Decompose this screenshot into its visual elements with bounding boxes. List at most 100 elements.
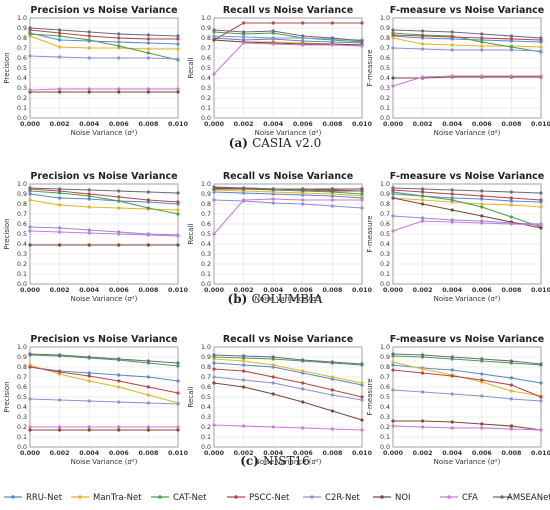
y-tick-label: 0.9 — [17, 25, 27, 32]
data-point-cfa — [87, 425, 91, 429]
y-tick-label: 0.0 — [380, 115, 390, 122]
y-tick-label: 0.0 — [201, 115, 211, 122]
y-tick-label: 0.4 — [17, 75, 27, 82]
data-point-amseanet — [271, 187, 275, 191]
y-axis-label: F-measure — [366, 49, 374, 86]
data-point-amseanet — [509, 359, 513, 363]
y-tick-label: 0.0 — [201, 444, 211, 451]
y-tick-label: 0.3 — [380, 414, 390, 421]
series-line-pscc-net — [392, 369, 542, 398]
data-point-cat-net — [58, 34, 62, 38]
y-tick-label: 0.1 — [201, 105, 211, 112]
panel-2-3: 0.0 0.1 0.2 0.3 0.4 0.5 0.6 0.7 0.8 0.9 1.0 0.000 0.… — [366, 171, 550, 303]
data-point-amseanet — [146, 33, 150, 37]
data-point-noi — [271, 392, 275, 396]
data-point-cfa — [28, 88, 32, 92]
data-point-pscc-net — [480, 36, 484, 40]
y-axis-label: Recall — [187, 58, 195, 79]
data-point-c2r-net — [301, 387, 305, 391]
data-point-pscc-net — [87, 34, 91, 38]
y-tick-label: 0.9 — [17, 354, 27, 361]
y-tick-label: 0.5 — [17, 231, 27, 238]
series-line-c2r-net — [213, 35, 363, 41]
data-point-pscc-net — [301, 381, 305, 385]
data-point-pscc-net — [28, 365, 32, 369]
data-point-mantra-net — [146, 393, 150, 397]
data-point-pscc-net — [242, 369, 246, 373]
panel-1-1: 0.0 0.1 0.2 0.3 0.4 0.5 0.6 0.7 0.8 0.9 1.0 0.000 0.… — [3, 5, 189, 137]
y-tick-label: 0.2 — [380, 424, 390, 431]
y-tick-label: 1.0 — [380, 15, 390, 22]
data-point-amseanet — [450, 30, 454, 34]
series-line-pscc-net — [392, 34, 542, 41]
y-tick-label: 0.7 — [380, 211, 390, 218]
data-point-amseanet — [176, 34, 180, 38]
data-point-rru-net — [176, 42, 180, 46]
x-axis-label: Noise Variance (σ²) — [71, 295, 138, 303]
y-tick-label: 0.2 — [17, 95, 27, 102]
data-point-amseanet — [330, 188, 334, 192]
y-tick-label: 0.5 — [201, 65, 211, 72]
y-tick-label: 1.0 — [17, 344, 27, 351]
data-point-pscc-net — [117, 36, 121, 40]
x-tick-label: 0.000 — [20, 287, 41, 294]
data-point-c2r-net — [421, 390, 425, 394]
y-axis-label: Recall — [187, 224, 195, 245]
data-point-amseanet — [360, 189, 364, 193]
data-point-pscc-net — [509, 37, 513, 41]
data-point-mantra-net — [176, 208, 180, 212]
y-tick-label: 0.2 — [17, 261, 27, 268]
data-point-noi — [87, 243, 91, 247]
data-point-cat-net — [176, 212, 180, 216]
y-tick-label: 0.5 — [380, 65, 390, 72]
data-point-cfa — [360, 198, 364, 202]
series-line-pscc-net — [213, 22, 362, 41]
data-point-mantra-net — [28, 198, 32, 202]
x-tick-label: 0.002 — [413, 287, 433, 294]
data-point-cfa — [212, 423, 216, 427]
y-tick-label: 0.8 — [17, 35, 27, 42]
series-line-pscc-net — [29, 366, 179, 394]
y-tick-label: 0.0 — [380, 281, 390, 288]
y-tick-label: 0.0 — [201, 281, 211, 288]
data-point-cat-net — [421, 194, 425, 198]
data-point-amseanet — [87, 355, 91, 359]
data-point-c2r-net — [539, 49, 543, 53]
y-tick-label: 1.0 — [201, 344, 211, 351]
data-point-noi — [509, 424, 513, 428]
data-point-amseanet — [301, 187, 305, 191]
data-point-amseanet — [509, 34, 513, 38]
data-point-amseanet — [450, 188, 454, 192]
data-point-amseanet — [28, 352, 32, 356]
data-point-amseanet — [58, 28, 62, 32]
series-line-rru-net — [213, 362, 363, 386]
series-line-cat-net — [29, 354, 179, 367]
series-line-cfa — [213, 198, 362, 235]
y-tick-label: 0.4 — [201, 75, 211, 82]
y-tick-label: 0.1 — [17, 271, 27, 278]
data-point-rru-net — [117, 40, 121, 44]
series-line-c2r-net — [29, 55, 179, 60]
x-tick-label: 0.008 — [322, 450, 342, 457]
y-tick-label: 0.4 — [201, 404, 211, 411]
data-point-c2r-net — [176, 57, 180, 61]
x-tick-label: 0.004 — [79, 450, 100, 457]
data-point-pscc-net — [117, 379, 121, 383]
panel-3-2: 0.0 0.1 0.2 0.3 0.4 0.5 0.6 0.7 0.8 0.9 1.0 0.000 0.… — [187, 334, 373, 466]
y-tick-label: 0.6 — [380, 221, 390, 228]
data-point-mantra-net — [271, 363, 275, 367]
series-line-amseanet — [29, 353, 179, 364]
panel-title: Precision vs Noise Variance — [30, 334, 177, 345]
data-point-c2r-net — [242, 378, 246, 382]
data-point-amseanet — [212, 28, 216, 32]
data-point-noi — [421, 419, 425, 423]
x-axis-label: Noise Variance (σ²) — [255, 458, 322, 466]
y-tick-label: 0.6 — [17, 55, 27, 62]
y-tick-label: 0.8 — [380, 35, 390, 42]
x-tick-label: 0.004 — [442, 450, 463, 457]
series-line-cfa — [392, 75, 541, 87]
data-point-amseanet — [117, 189, 121, 193]
series-line-c2r-net — [392, 47, 542, 52]
series-line-amseanet — [213, 29, 363, 42]
data-point-c2r-net — [28, 54, 32, 58]
